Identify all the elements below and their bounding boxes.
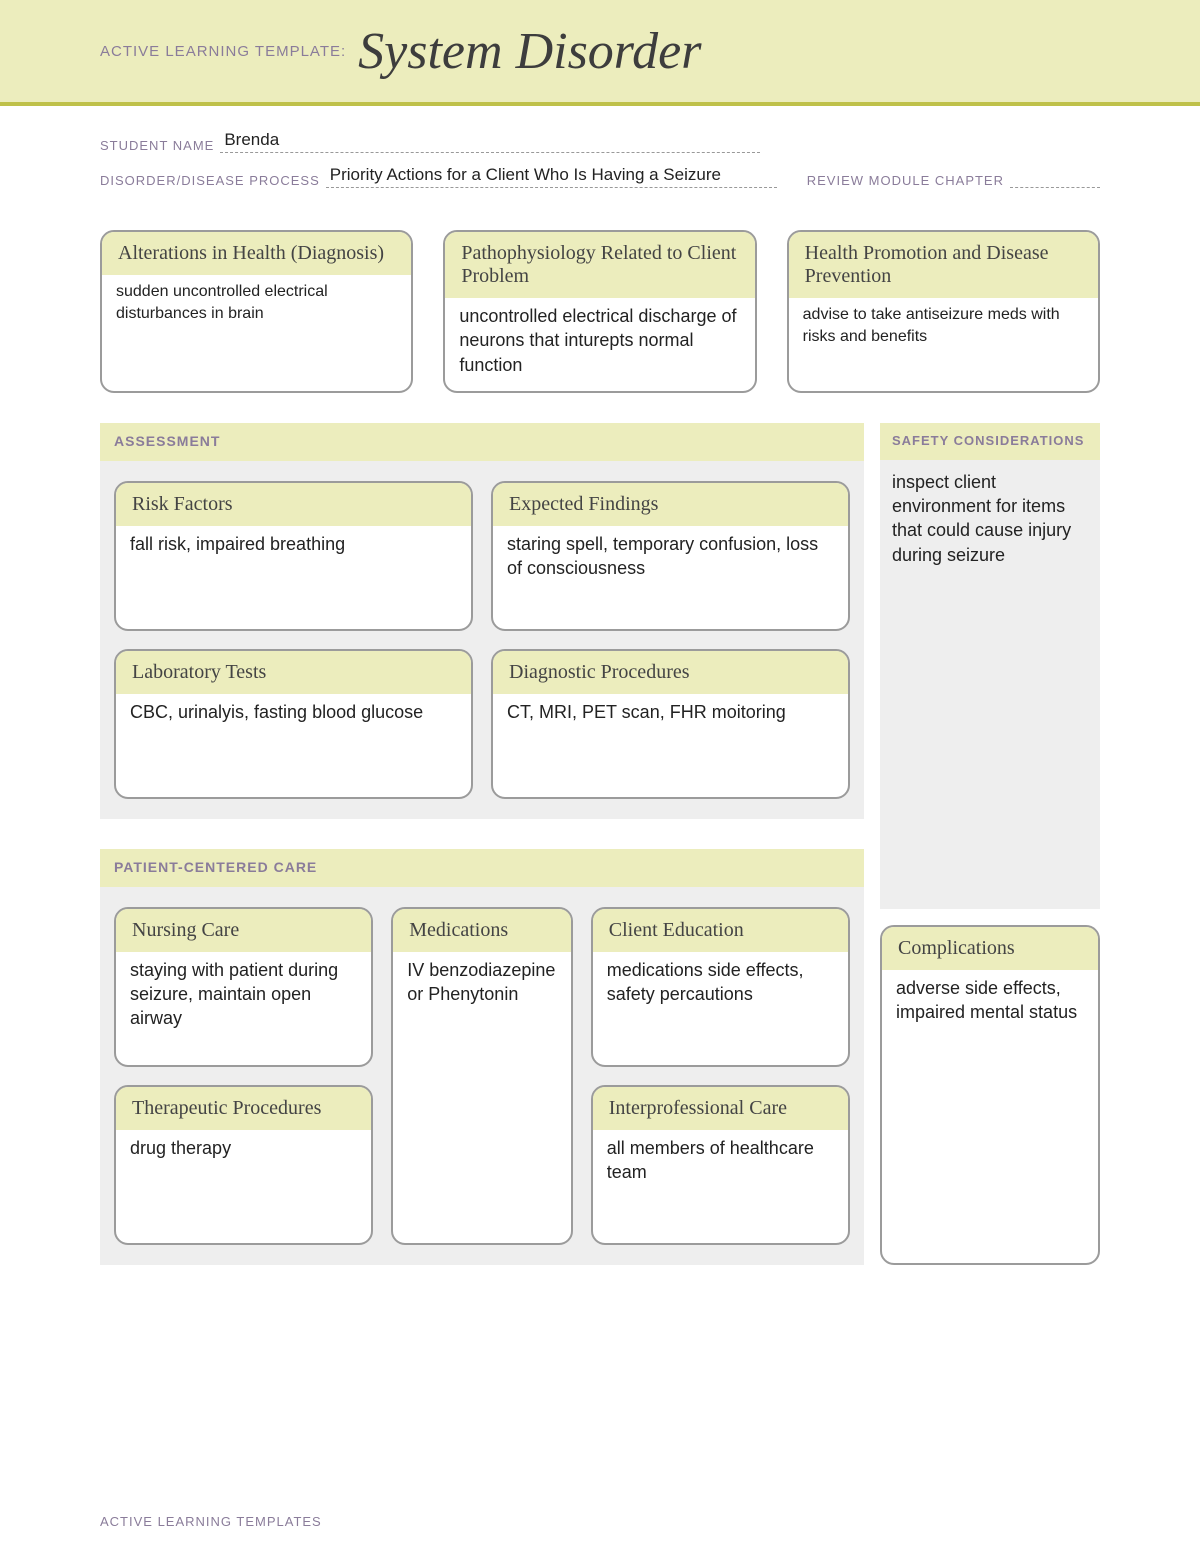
section-body: Risk Factors fall risk, impaired breathi… <box>100 461 864 819</box>
top-row: Alterations in Health (Diagnosis) sudden… <box>100 230 1100 393</box>
safety-body: inspect client environment for items tha… <box>880 460 1100 577</box>
card-title: Alterations in Health (Diagnosis) <box>102 232 411 275</box>
pcc-col-right: Client Education medications side effect… <box>591 907 850 1245</box>
section-band: PATIENT-CENTERED CARE <box>100 849 864 887</box>
card-body: adverse side effects, impaired mental st… <box>882 970 1098 1039</box>
pcc-col-left: Nursing Care staying with patient during… <box>114 907 373 1245</box>
section-title: ASSESSMENT <box>114 433 220 449</box>
review-label: REVIEW MODULE CHAPTER <box>807 173 1004 188</box>
card-body: CBC, urinalyis, fasting blood glucose <box>116 694 471 797</box>
page: ACTIVE LEARNING TEMPLATE: System Disorde… <box>0 0 1200 1553</box>
card-expected-findings: Expected Findings staring spell, tempora… <box>491 481 850 631</box>
header-label: ACTIVE LEARNING TEMPLATE: <box>100 43 346 60</box>
card-title: Client Education <box>593 909 848 952</box>
card-title: Nursing Care <box>116 909 371 952</box>
card-medications: Medications IV benzodiazepine or Phenyto… <box>391 907 572 1245</box>
card-therapeutic-procedures: Therapeutic Procedures drug therapy <box>114 1085 373 1245</box>
card-title: Expected Findings <box>493 483 848 526</box>
meta-block: STUDENT NAME Brenda DISORDER/DISEASE PRO… <box>0 106 1200 210</box>
card-title: Therapeutic Procedures <box>116 1087 371 1130</box>
card-body: CT, MRI, PET scan, FHR moitoring <box>493 694 848 797</box>
card-title: Risk Factors <box>116 483 471 526</box>
card-alterations: Alterations in Health (Diagnosis) sudden… <box>100 230 413 393</box>
card-laboratory-tests: Laboratory Tests CBC, urinalyis, fasting… <box>114 649 473 799</box>
section-body: Nursing Care staying with patient during… <box>100 887 864 1265</box>
card-body: uncontrolled electrical discharge of neu… <box>445 298 754 391</box>
card-body: staying with patient during seizure, mai… <box>116 952 371 1065</box>
card-body: drug therapy <box>116 1130 371 1243</box>
header-band: ACTIVE LEARNING TEMPLATE: System Disorde… <box>0 0 1200 106</box>
left-column: ASSESSMENT Risk Factors fall risk, impai… <box>100 423 864 1265</box>
card-body: all members of healthcare team <box>593 1130 848 1243</box>
card-interprofessional-care: Interprofessional Care all members of he… <box>591 1085 850 1245</box>
main-grid: ASSESSMENT Risk Factors fall risk, impai… <box>100 423 1100 1265</box>
side-column: SAFETY CONSIDERATIONS inspect client env… <box>880 423 1100 1265</box>
card-diagnostic-procedures: Diagnostic Procedures CT, MRI, PET scan,… <box>491 649 850 799</box>
disorder-field[interactable]: Priority Actions for a Client Who Is Hav… <box>326 165 777 188</box>
card-health-promotion: Health Promotion and Disease Prevention … <box>787 230 1100 393</box>
card-body: sudden uncontrolled electrical disturban… <box>102 275 411 391</box>
section-title: PATIENT-CENTERED CARE <box>114 859 317 875</box>
card-body: advise to take antiseizure meds with ris… <box>789 298 1098 391</box>
card-title: Pathophysiology Related to Client Proble… <box>445 232 754 298</box>
section-band: ASSESSMENT <box>100 423 864 461</box>
card-body: IV benzodiazepine or Phenytonin <box>393 952 570 1243</box>
card-title: Health Promotion and Disease Prevention <box>789 232 1098 298</box>
student-name-label: STUDENT NAME <box>100 138 214 153</box>
footer-text: ACTIVE LEARNING TEMPLATES <box>100 1514 322 1529</box>
content: Alterations in Health (Diagnosis) sudden… <box>0 210 1200 1265</box>
card-title: Laboratory Tests <box>116 651 471 694</box>
pcc-section: PATIENT-CENTERED CARE Nursing Care stayi… <box>100 849 864 1265</box>
assessment-grid: Risk Factors fall risk, impaired breathi… <box>114 481 850 799</box>
card-body: staring spell, temporary confusion, loss… <box>493 526 848 629</box>
disorder-label: DISORDER/DISEASE PROCESS <box>100 173 320 188</box>
card-complications: Complications adverse side effects, impa… <box>880 925 1100 1265</box>
pcc-col-mid: Medications IV benzodiazepine or Phenyto… <box>391 907 572 1245</box>
safety-title: SAFETY CONSIDERATIONS <box>892 433 1088 450</box>
header-title: System Disorder <box>358 22 701 81</box>
card-body: medications side effects, safety percaut… <box>593 952 848 1065</box>
review-field[interactable] <box>1010 185 1100 188</box>
card-pathophysiology: Pathophysiology Related to Client Proble… <box>443 230 756 393</box>
card-nursing-care: Nursing Care staying with patient during… <box>114 907 373 1067</box>
card-client-education: Client Education medications side effect… <box>591 907 850 1067</box>
student-name-field[interactable]: Brenda <box>220 130 760 153</box>
pcc-grid: Nursing Care staying with patient during… <box>114 907 850 1245</box>
card-title: Interprofessional Care <box>593 1087 848 1130</box>
side-band: SAFETY CONSIDERATIONS <box>880 423 1100 460</box>
card-title: Diagnostic Procedures <box>493 651 848 694</box>
assessment-section: ASSESSMENT Risk Factors fall risk, impai… <box>100 423 864 819</box>
safety-block: SAFETY CONSIDERATIONS inspect client env… <box>880 423 1100 909</box>
card-risk-factors: Risk Factors fall risk, impaired breathi… <box>114 481 473 631</box>
card-body: fall risk, impaired breathing <box>116 526 471 629</box>
card-title: Complications <box>882 927 1098 970</box>
card-title: Medications <box>393 909 570 952</box>
